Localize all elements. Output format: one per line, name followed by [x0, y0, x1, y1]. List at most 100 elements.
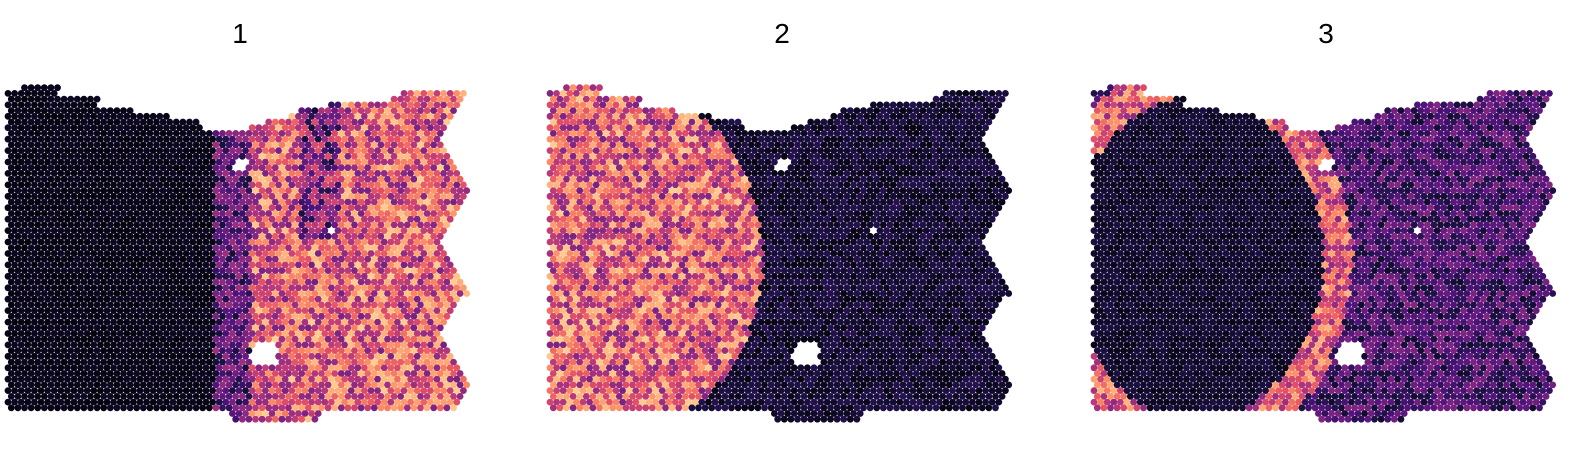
spot [27, 324, 35, 332]
spot [202, 307, 210, 314]
spot [308, 375, 315, 383]
spot [139, 152, 147, 160]
spot [413, 261, 421, 269]
spot [347, 158, 355, 166]
spot [90, 307, 98, 314]
spot [337, 358, 345, 366]
spot [926, 198, 933, 206]
spot [4, 192, 12, 200]
spot [988, 192, 996, 200]
spot [271, 152, 279, 160]
spot [268, 284, 276, 292]
spot [192, 130, 200, 137]
spot [860, 164, 867, 172]
spot [291, 370, 299, 377]
spot [691, 215, 699, 223]
spot [331, 255, 339, 263]
spot [136, 192, 144, 200]
spot [225, 232, 233, 240]
spot [232, 244, 240, 252]
spot [245, 255, 253, 263]
spot [215, 238, 223, 246]
spot [106, 267, 114, 274]
spot [341, 238, 348, 246]
spot [420, 147, 428, 154]
spot [4, 352, 12, 360]
spot [37, 204, 45, 212]
spot [60, 232, 68, 240]
spot [123, 135, 131, 143]
spot [394, 238, 401, 246]
spot [143, 250, 151, 257]
spot [423, 210, 431, 217]
spot [695, 118, 702, 126]
spot [354, 227, 362, 235]
spot [278, 198, 286, 206]
spot [929, 158, 937, 166]
spot [291, 324, 299, 332]
spot [582, 95, 590, 103]
spot [599, 158, 607, 166]
spot [100, 255, 108, 263]
spot [176, 284, 184, 292]
spot [192, 164, 200, 172]
spot [344, 358, 352, 366]
spot [691, 158, 699, 166]
spot [275, 204, 282, 212]
spot [83, 204, 91, 212]
spot [103, 181, 111, 189]
spot [278, 210, 286, 217]
spot [337, 175, 345, 183]
spot [258, 221, 266, 229]
spot [262, 158, 269, 166]
spot [126, 358, 134, 366]
spot [291, 290, 299, 297]
spot [126, 244, 134, 252]
spot [436, 290, 444, 297]
spot [7, 404, 15, 412]
spot [599, 204, 607, 212]
spot [731, 135, 739, 143]
spot [255, 204, 263, 212]
spot [318, 118, 325, 126]
spot [275, 375, 282, 383]
spot [975, 135, 983, 143]
spot [77, 101, 84, 109]
spot [295, 272, 302, 280]
spot [176, 295, 184, 303]
spot [288, 284, 296, 292]
spot [909, 158, 917, 166]
spot [804, 158, 811, 166]
spot [764, 147, 772, 154]
spot [377, 164, 385, 172]
spot [810, 158, 818, 166]
spot [390, 164, 398, 172]
spot [410, 267, 418, 274]
spot [642, 175, 650, 183]
spot [645, 112, 653, 120]
spot [77, 341, 84, 349]
spot [40, 232, 48, 240]
spot [800, 198, 808, 206]
spot [50, 170, 58, 177]
spot [609, 164, 617, 172]
spot [903, 192, 910, 200]
spot [586, 204, 593, 212]
spot [833, 210, 841, 217]
spot [149, 261, 157, 269]
spot [258, 255, 266, 263]
spot [113, 255, 121, 263]
spot [387, 398, 395, 406]
spot [357, 244, 365, 252]
spot [436, 118, 444, 126]
spot [592, 135, 600, 143]
spot [926, 141, 933, 149]
spot [589, 141, 597, 149]
spot [896, 158, 904, 166]
spot [176, 215, 184, 223]
spot [655, 118, 663, 126]
spot [377, 393, 385, 400]
spot [219, 312, 226, 320]
spot [377, 118, 385, 126]
spot [179, 335, 187, 343]
